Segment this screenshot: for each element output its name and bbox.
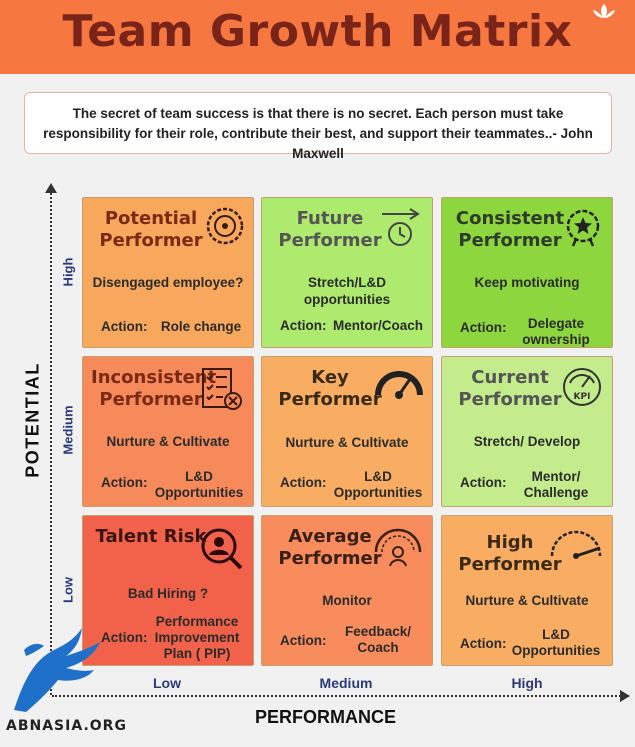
kpi-gauge-icon: KPI <box>563 368 601 406</box>
cell-talent-risk: Talent Risk Bad Hiring ? Action: Perform… <box>82 515 254 666</box>
cell-title: Future Performer <box>278 208 382 251</box>
x-tick-high: High <box>511 675 543 691</box>
cell-title: High Performer <box>458 532 562 575</box>
x-axis-line <box>52 695 624 697</box>
cell-description: Disengaged employee? <box>92 275 244 290</box>
y-axis-line <box>50 190 52 695</box>
quote-text: The secret of team success is that there… <box>43 106 593 161</box>
cell-title: Average Performer <box>278 526 382 569</box>
y-tick-low: Low <box>60 577 76 603</box>
quote-box: The secret of team success is that there… <box>24 92 612 161</box>
cell-consistent-performer: Consistent Performer Keep motivating Act… <box>441 197 613 348</box>
action-value: L&D Opportunities <box>333 469 423 500</box>
x-axis-arrow-icon <box>620 690 630 702</box>
action-value: Role change <box>160 319 242 334</box>
page-title: Team Growth Matrix <box>62 6 573 57</box>
action-label: Action: <box>280 475 327 490</box>
cell-description: Stretch/ Develop <box>473 434 581 449</box>
cell-current-performer: Current Performer KPI Stretch/ Develop A… <box>441 356 613 507</box>
action-value: Feedback/ Coach <box>344 624 412 655</box>
cell-title: Current Performer <box>458 367 562 410</box>
cell-description: Nurture & Cultivate <box>106 434 230 449</box>
y-axis-label: POTENTIAL <box>22 362 43 478</box>
checklist-cross-icon <box>202 368 242 410</box>
gauge-target-icon <box>206 207 244 245</box>
abnasia-eagle-logo <box>14 628 100 712</box>
y-axis-arrow-icon <box>45 183 57 193</box>
cell-description: Bad Hiring ? <box>127 586 209 601</box>
cell-description: Nurture & Cultivate <box>465 593 589 608</box>
cell-title: Inconsistent Performer <box>91 367 217 410</box>
action-value: Mentor/ Challenge <box>523 469 589 500</box>
x-tick-low: Low <box>153 675 181 691</box>
action-label: Action: <box>460 475 507 490</box>
x-axis-label: PERFORMANCE <box>255 707 397 727</box>
svg-text:KPI: KPI <box>574 392 591 402</box>
y-tick-medium: Medium <box>60 405 76 455</box>
speedometer-high-icon <box>550 530 602 559</box>
action-label: Action: <box>460 320 507 335</box>
cell-title: Talent Risk <box>95 526 207 547</box>
header-banner: Team Growth Matrix <box>0 0 635 74</box>
cell-future-performer: Future Performer Stretch/L&D opportuniti… <box>261 197 433 348</box>
lotus-icon <box>593 4 615 18</box>
cell-high-performer: High Performer Nurture & Cultivate Actio… <box>441 515 613 666</box>
action-label: Action: <box>101 630 148 645</box>
cell-description: Keep motivating <box>474 275 580 290</box>
y-tick-high: High <box>60 257 76 287</box>
cell-key-performer: Key Performer Nurture & Cultivate Action… <box>261 356 433 507</box>
person-search-icon <box>201 528 243 570</box>
action-label: Action: <box>460 636 507 651</box>
x-tick-medium: Medium <box>319 675 373 691</box>
action-value: Performance Improvement Plan ( PIP) <box>154 614 240 661</box>
cell-description: Stretch/L&D opportunities <box>303 275 391 307</box>
cell-title: Potential Performer <box>99 208 203 251</box>
action-value: L&D Opportunities <box>154 469 244 500</box>
cell-description: Nurture & Cultivate <box>285 435 409 450</box>
speedometer-icon <box>375 371 423 399</box>
action-label: Action: <box>280 633 327 648</box>
brand-text: ABNASIA.ORG <box>6 718 127 734</box>
action-label: Action: <box>101 475 148 490</box>
action-value: Mentor/Coach <box>332 318 423 333</box>
cell-title: Consistent Performer <box>455 208 565 251</box>
action-label: Action: <box>280 318 327 333</box>
cell-description: Monitor <box>322 593 372 608</box>
action-value: Delegate ownership <box>522 316 590 347</box>
cell-inconsistent-performer: Inconsistent Performer Nurture & Cultiva… <box>82 356 254 507</box>
action-value: L&D Opportunities <box>511 627 601 658</box>
meter-person-icon <box>374 528 422 567</box>
award-star-icon <box>566 209 600 247</box>
cell-average-performer: Average Performer Monitor Action: Feedba… <box>261 515 433 666</box>
cell-title: Key Performer <box>278 367 382 410</box>
action-label: Action: <box>101 319 148 334</box>
clock-arrow-icon <box>382 208 420 246</box>
cell-potential-performer: Potential Performer Disengaged employee?… <box>82 197 254 348</box>
